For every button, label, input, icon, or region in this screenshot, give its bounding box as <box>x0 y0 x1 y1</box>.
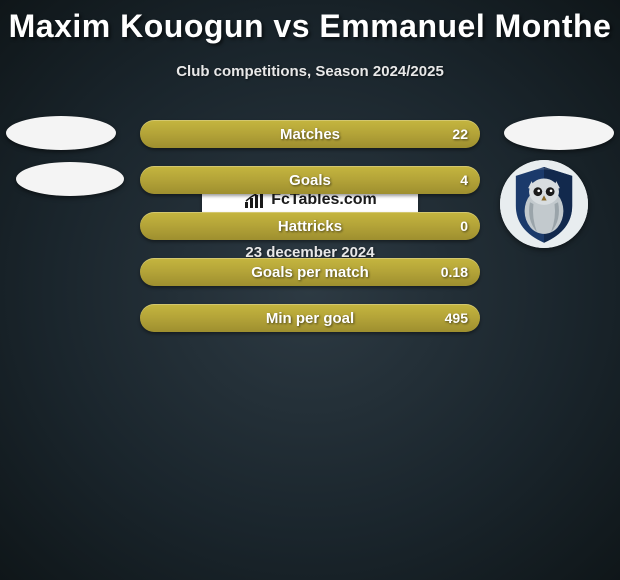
stat-label: Goals per match <box>251 264 369 281</box>
stat-bar: Hattricks 0 <box>140 212 480 240</box>
compare-header-row: Matches 22 Goals 4 Hattricks 0 Goals per… <box>0 120 620 166</box>
subtitle: Club competitions, Season 2024/2025 <box>0 63 620 80</box>
player-left-placeholder-1 <box>6 116 116 150</box>
page-title: Maxim Kouogun vs Emmanuel Monthe <box>0 8 620 45</box>
player-left-placeholder-2 <box>16 162 124 196</box>
stats-column: Matches 22 Goals 4 Hattricks 0 Goals per… <box>140 120 480 332</box>
comparison-infographic: Maxim Kouogun vs Emmanuel Monthe Club co… <box>0 0 620 261</box>
stat-value: 22 <box>452 126 468 142</box>
stat-value: 0 <box>460 218 468 234</box>
stat-value: 0.18 <box>441 264 468 280</box>
stat-label: Goals <box>289 172 331 189</box>
stat-bar: Goals 4 <box>140 166 480 194</box>
stat-value: 4 <box>460 172 468 188</box>
stat-bar: Matches 22 <box>140 120 480 148</box>
stat-label: Hattricks <box>278 218 342 235</box>
stat-label: Matches <box>280 126 340 143</box>
club-crest-right <box>500 160 588 248</box>
player-right-placeholder <box>504 116 614 150</box>
stat-value: 495 <box>445 310 468 326</box>
owl-crest-icon <box>500 160 588 248</box>
stat-bar: Goals per match 0.18 <box>140 258 480 286</box>
stat-bar: Min per goal 495 <box>140 304 480 332</box>
stat-label: Min per goal <box>266 310 354 327</box>
